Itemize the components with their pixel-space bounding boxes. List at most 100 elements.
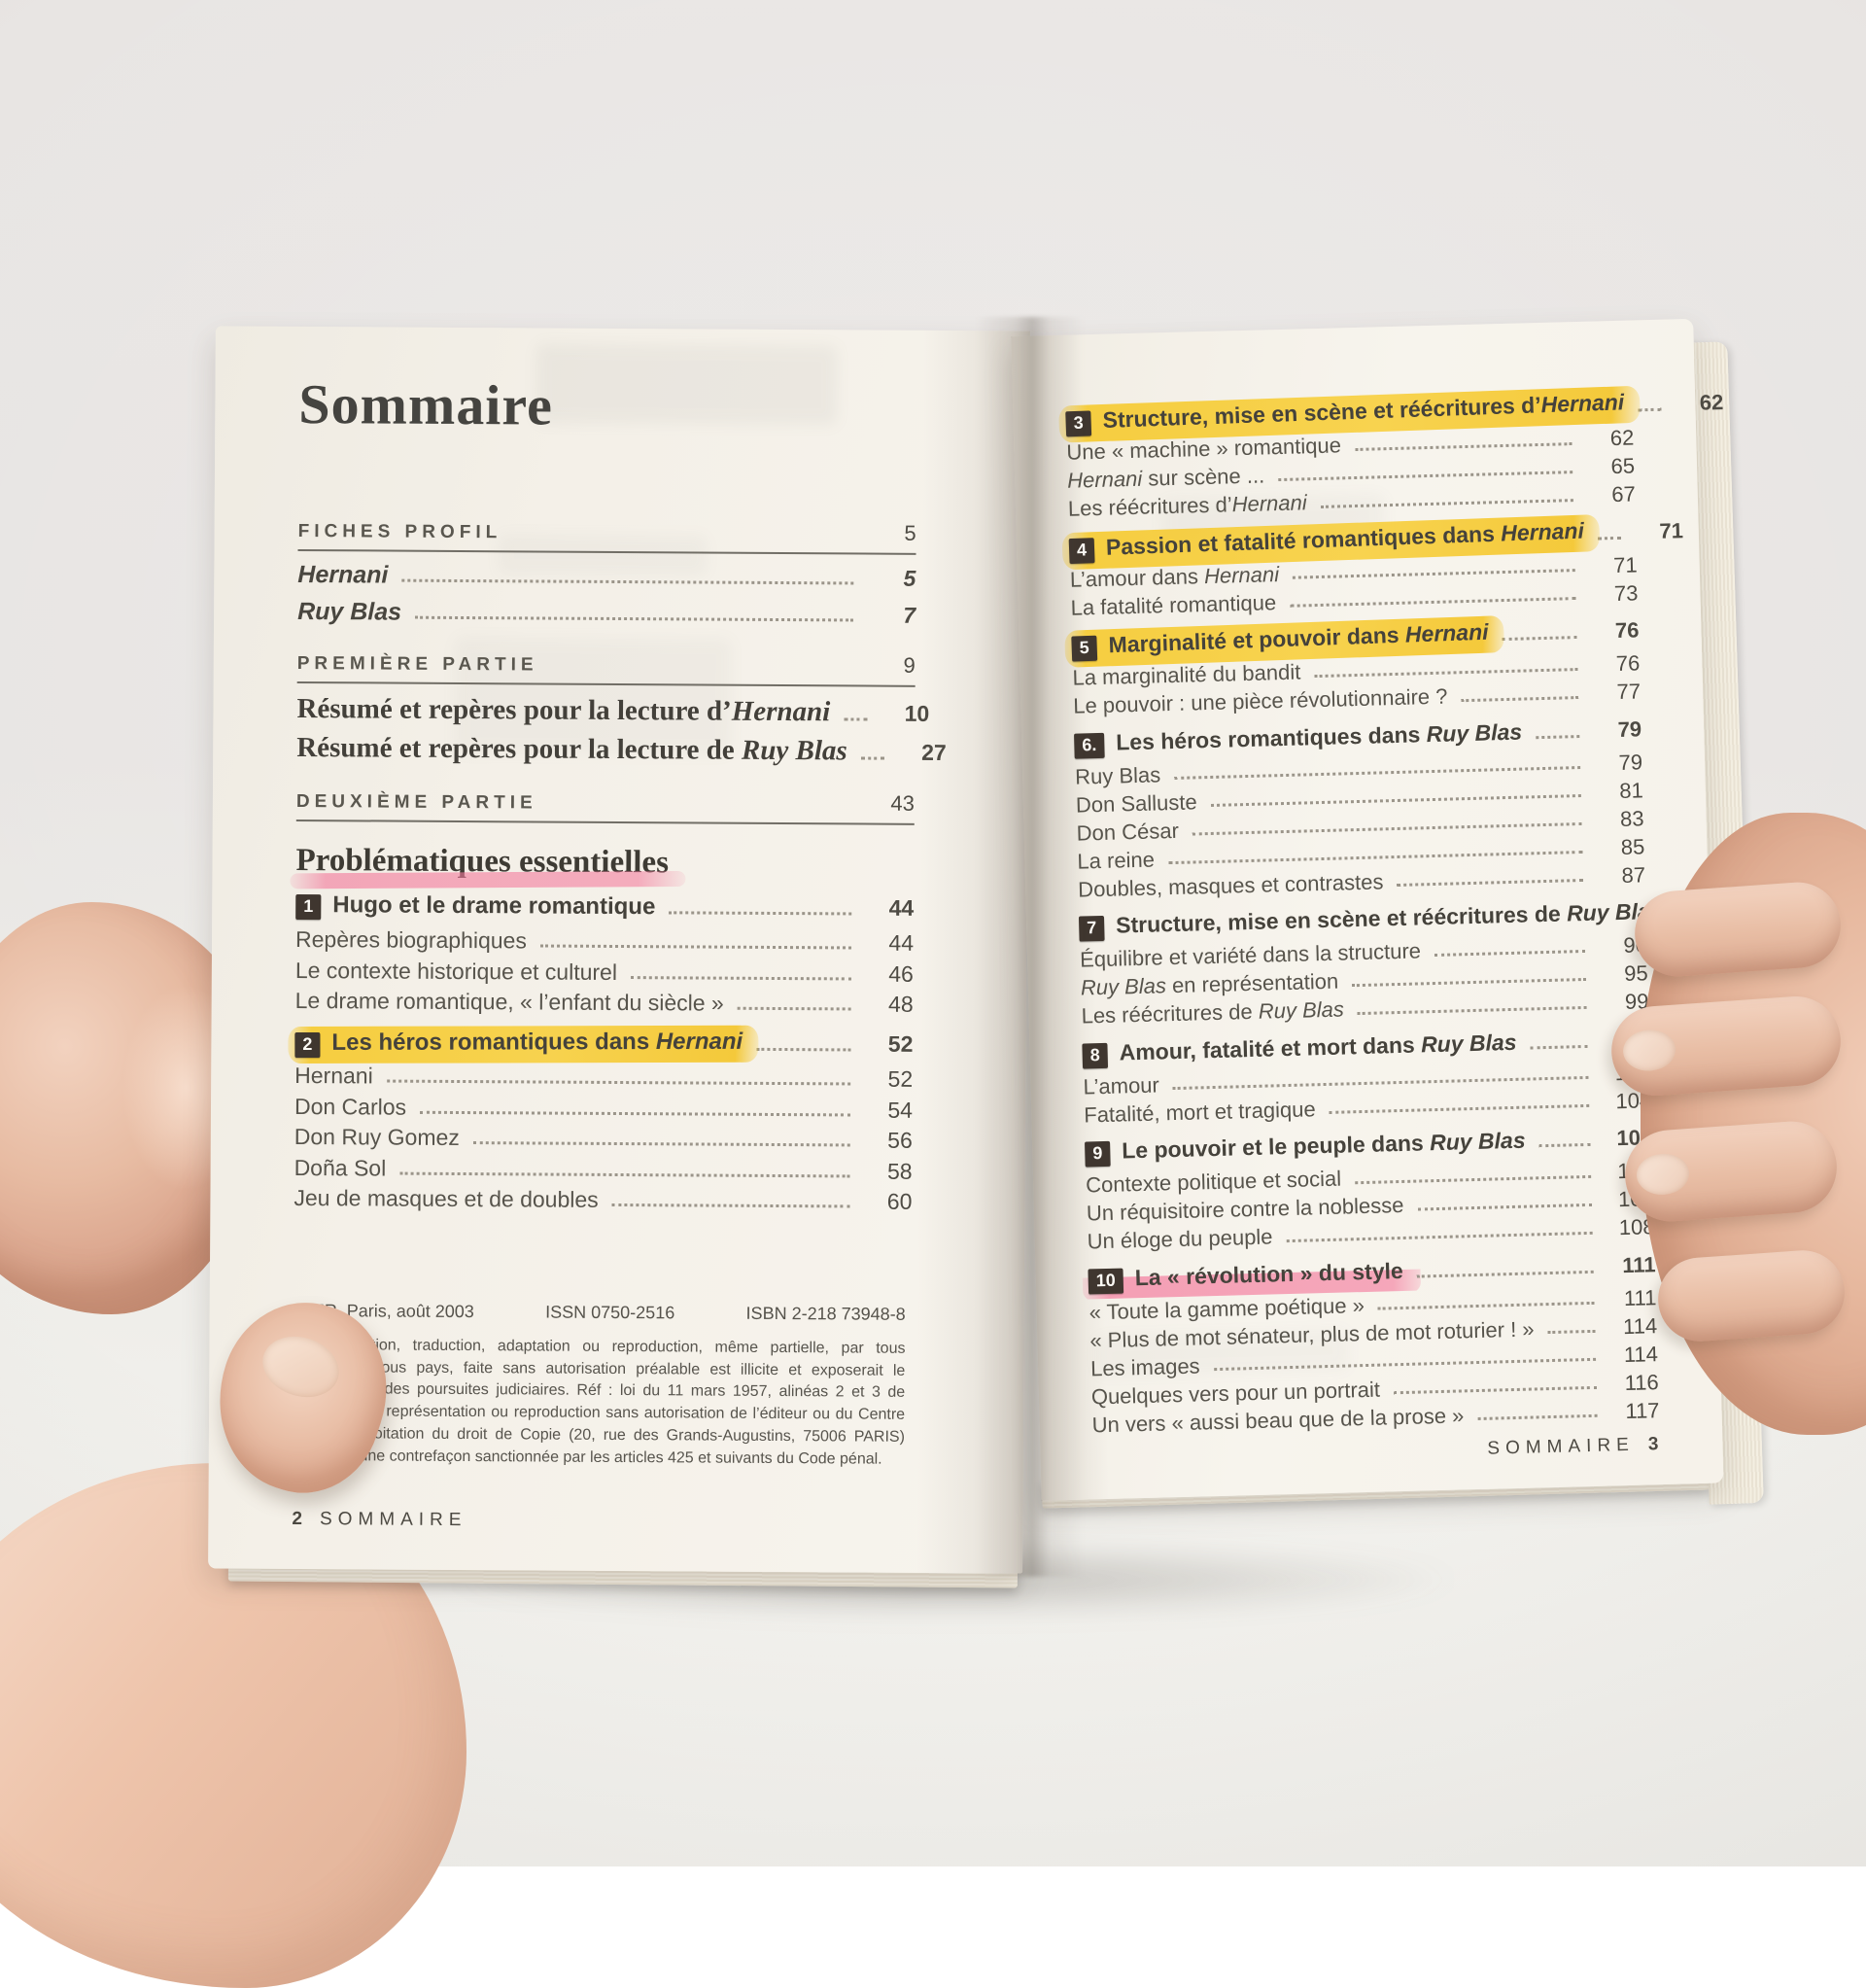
page-number: 79	[1590, 749, 1643, 777]
toc-entry: Le drame romantique, « l’enfant du siècl…	[295, 987, 724, 1018]
toc-entry-label: Passion et fatalité romantiques dans Her…	[1106, 517, 1585, 560]
toc-label-segment: La reine	[1077, 847, 1155, 873]
toc-label-segment: La fatalité romantique	[1070, 590, 1276, 620]
leader-dots	[1548, 1330, 1596, 1334]
toc-entry: La fatalité romantique	[1070, 589, 1276, 621]
toc-label-segment: Don Salluste	[1076, 789, 1197, 817]
leader-dots	[1352, 977, 1586, 986]
page-number: 71	[1631, 518, 1684, 544]
toc-entry-label: Les héros romantiques dans Hernani	[331, 1029, 743, 1057]
toc-entry: Résumé et repères pour la lecture d’Hern…	[296, 693, 830, 728]
leader-dots	[1461, 696, 1578, 702]
leader-dots	[1417, 1270, 1594, 1277]
page-number: 48	[861, 991, 914, 1019]
page-number: 62	[1581, 424, 1635, 452]
leader-dots	[612, 1203, 850, 1207]
leader-dots	[401, 579, 853, 585]
toc-label-segment: Hernani	[732, 696, 831, 728]
toc-label-segment: L’amour	[1083, 1072, 1159, 1099]
chapter-number-badge: 4	[1069, 538, 1095, 564]
toc-entry: Ruy Blas	[1075, 761, 1161, 790]
page-number: 79	[1589, 716, 1642, 743]
page-number: 52	[860, 1065, 913, 1094]
page-number: 44	[861, 895, 914, 922]
leader-dots	[1536, 735, 1579, 739]
toc-label-segment: sur scène ...	[1142, 463, 1265, 490]
toc-entry-label: Le contexte historique et culturel	[295, 956, 617, 986]
toc-label-segment: Fatalité, mort et tragique	[1084, 1097, 1316, 1127]
leader-dots	[1174, 766, 1580, 780]
toc-label-segment: Ruy Blas	[1421, 1029, 1517, 1057]
toc-entry-label: La fatalité romantique	[1070, 589, 1276, 621]
leader-dots	[1434, 949, 1585, 956]
toc-entry: Le contexte historique et culturel	[295, 956, 617, 986]
leader-dots	[1290, 597, 1575, 608]
toc-label-segment: La « révolution » du style	[1134, 1257, 1403, 1289]
toc-label-segment: Les réécritures d’	[1068, 492, 1232, 520]
leader-dots	[861, 757, 884, 760]
leader-dots	[1314, 668, 1577, 678]
toc-entry: Repères biographiques	[295, 925, 527, 955]
page-number: 81	[1590, 777, 1643, 805]
toc-entry-label: Fatalité, mort et tragique	[1084, 1096, 1316, 1129]
toc-label-segment: Le drame romantique, « l’enfant du siècl…	[295, 988, 724, 1016]
toc-label-segment: Ruy Blas	[1430, 1128, 1526, 1156]
toc-entry: La reine	[1077, 846, 1155, 875]
toc-label-segment: Don Carlos	[294, 1093, 406, 1119]
toc-entry: Les images	[1090, 1352, 1200, 1381]
toc-label-segment: Ruy Blas	[297, 598, 401, 626]
toc-entry-label: Amour, fatalité et mort dans Ruy Blas	[1119, 1029, 1517, 1065]
leader-dots	[1598, 536, 1621, 540]
page-number: 10	[877, 701, 929, 727]
leader-dots	[1321, 499, 1573, 508]
toc-label-segment: Marginalité et pouvoir dans	[1108, 622, 1405, 658]
toc-label-segment: Les réécritures de	[1081, 999, 1259, 1029]
toc-entry-label: Résumé et repères pour la lecture d’Hern…	[296, 693, 830, 728]
toc-entry: Jeu de masques et de doubles	[294, 1184, 598, 1214]
toc-label-segment: Structure, mise en scène et réécritures …	[1102, 392, 1541, 433]
publisher-line: TIER, Paris, août 2003 ISSN 0750-2516 IS…	[272, 1301, 906, 1325]
page-number: 52	[860, 1031, 913, 1058]
toc-label-segment: Hernani	[1067, 467, 1143, 493]
toc-label-segment: Don Ruy Gomez	[294, 1124, 460, 1150]
toc-entry-label: Doña Sol	[294, 1153, 387, 1182]
leader-dots	[1214, 1358, 1596, 1371]
issn-text: ISSN 0750-2516	[545, 1303, 674, 1324]
toc-entry-label: Hernani	[294, 1062, 373, 1090]
toc-label-segment: Ruy Blas	[1075, 762, 1161, 788]
toc-label-segment: Ruy Blas	[1258, 996, 1344, 1023]
toc-label-segment: Hernani	[656, 1029, 743, 1055]
section-label: DEUXIÈME PARTIE	[296, 791, 537, 815]
toc-entry: Un éloge du peuple	[1087, 1223, 1272, 1254]
page-number: 56	[860, 1127, 913, 1155]
toc-entry-label: Ruy Blas	[1075, 761, 1161, 790]
toc-entry: Les réécritures de Ruy Blas	[1081, 995, 1344, 1029]
toc-entry-label: Hugo et le drame romantique	[332, 891, 655, 921]
toc-entry-label: L’amour	[1083, 1071, 1159, 1100]
isbn-text: ISBN 2-218 73948-8	[746, 1304, 906, 1325]
toc-entry: L’amour	[1083, 1071, 1159, 1100]
page-showthrough	[536, 343, 837, 425]
toc-label-segment: Hernani	[1501, 517, 1584, 545]
toc-label-segment: Structure, mise en scène et réécritures …	[1116, 900, 1568, 937]
leader-dots	[473, 1141, 850, 1146]
toc-entry: Les réécritures d’Hernani	[1068, 489, 1307, 522]
leader-dots	[1192, 822, 1582, 835]
toc-entry: Fatalité, mort et tragique	[1084, 1096, 1316, 1129]
toc-entry-label: Don Salluste	[1076, 788, 1197, 819]
page-number: 73	[1585, 579, 1639, 608]
toc-entry: Don Ruy Gomez	[294, 1123, 460, 1152]
toc-row-chap: 1 Hugo et le drame romantique 44	[295, 891, 914, 924]
chapter-number-badge: 5	[1071, 636, 1097, 662]
leader-dots	[1168, 851, 1582, 864]
leader-dots	[387, 1080, 850, 1086]
chapter-number-badge: 1	[295, 894, 321, 920]
